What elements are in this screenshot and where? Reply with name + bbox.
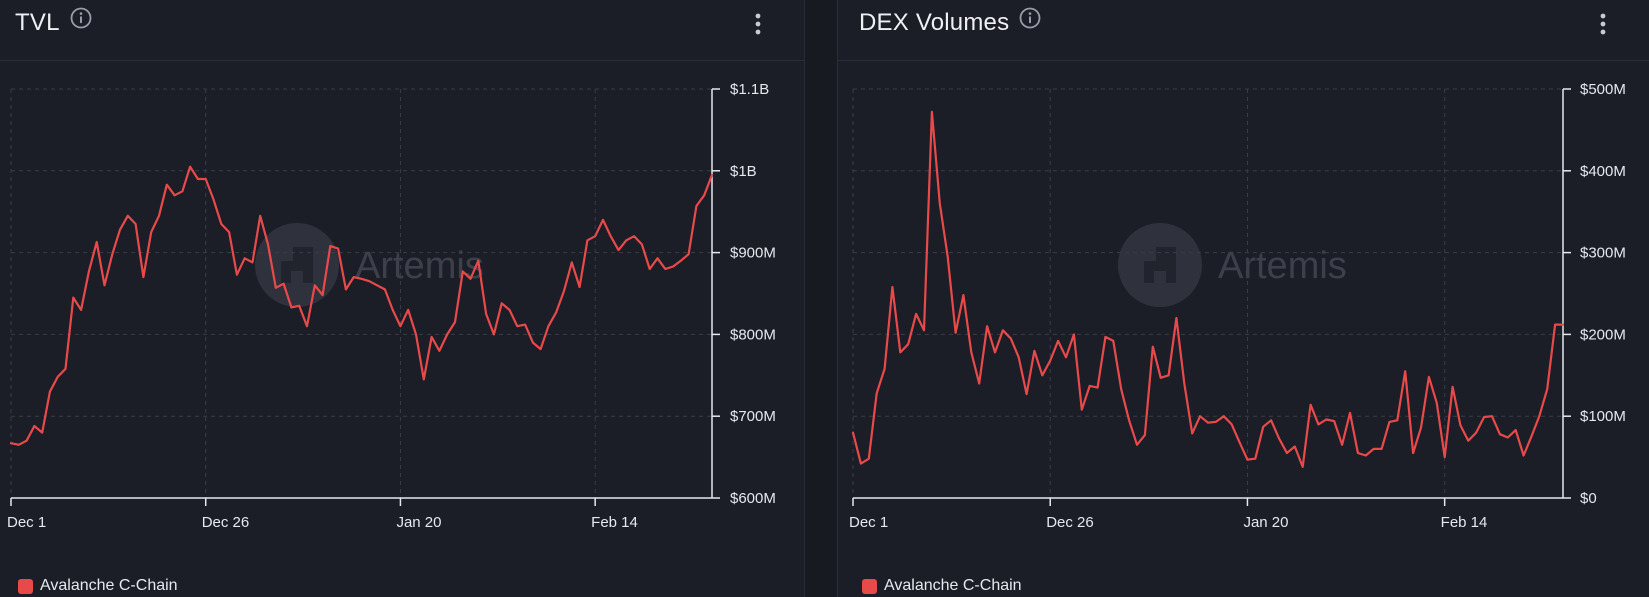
x-tick-label: Feb 14	[591, 514, 638, 531]
y-tick-label: $200M	[1580, 326, 1626, 343]
panel-divider	[804, 0, 838, 597]
tvl-title: TVL	[15, 7, 92, 38]
dex-volumes-line-chart: Artemis $0 $100M $200M $300M $400M $500M Dec 1 D…	[849, 81, 1626, 531]
tvl-panel: TVL Artemis $600M $700M $800M $900M $1B $1.1B D…	[0, 0, 804, 597]
x-tick-label: Dec 26	[1046, 514, 1094, 531]
x-tick-label: Dec 1	[7, 514, 46, 531]
series-line-avalanche-c-chain	[9, 165, 714, 446]
artemis-watermark: Artemis	[255, 223, 484, 307]
x-tick-label: Jan 20	[396, 514, 441, 531]
y-tick-label: $900M	[730, 245, 776, 262]
dex-title: DEX Volumes	[859, 7, 1041, 38]
watermark-text: Artemis	[355, 245, 484, 287]
dex-volumes-panel: DEX Volumes Artemis $0 $100M $200M $300M $400…	[838, 0, 1649, 597]
x-tick-label: Dec 26	[202, 514, 250, 531]
y-tick-label: $800M	[730, 326, 776, 343]
artemis-watermark: Artemis	[1118, 223, 1347, 307]
artemis-logo-glyph	[281, 247, 313, 283]
legend-label: Avalanche C-Chain	[884, 577, 1022, 594]
y-tick-label: $700M	[730, 408, 776, 425]
y-tick-label: $1B	[730, 163, 757, 180]
tvl-panel-header: TVL	[0, 0, 804, 61]
x-tick-label: Jan 20	[1243, 514, 1288, 531]
legend-label: Avalanche C-Chain	[40, 577, 178, 594]
legend-swatch	[18, 578, 33, 594]
info-icon[interactable]	[70, 7, 92, 36]
y-tick-label: $100M	[1580, 408, 1626, 425]
x-tick-label: Dec 1	[849, 514, 888, 531]
y-tick-label: $0	[1580, 490, 1597, 507]
y-tick-label: $400M	[1580, 163, 1626, 180]
y-tick-label: $600M	[730, 490, 776, 507]
y-tick-label: $300M	[1580, 245, 1626, 262]
tvl-line-chart: Artemis $600M $700M $800M $900M $1B $1.1B Dec 1…	[7, 81, 776, 531]
tvl-title-text: TVL	[15, 9, 60, 36]
artemis-logo-glyph	[1144, 247, 1176, 283]
dex-title-text: DEX Volumes	[859, 9, 1010, 36]
kebab-menu-icon[interactable]	[754, 12, 762, 41]
y-tick-label: $1.1B	[730, 81, 769, 98]
tvl-legend[interactable]: Avalanche C-Chain	[18, 577, 178, 595]
kebab-menu-icon[interactable]	[1599, 12, 1607, 41]
legend-swatch	[862, 578, 877, 594]
y-tick-label: $500M	[1580, 81, 1626, 98]
info-icon[interactable]	[1019, 7, 1041, 36]
watermark-text: Artemis	[1218, 245, 1347, 287]
dex-panel-header: DEX Volumes	[838, 0, 1649, 61]
x-tick-label: Feb 14	[1441, 514, 1488, 531]
series-line-avalanche-c-chain	[851, 110, 1565, 468]
dex-legend[interactable]: Avalanche C-Chain	[862, 577, 1022, 595]
